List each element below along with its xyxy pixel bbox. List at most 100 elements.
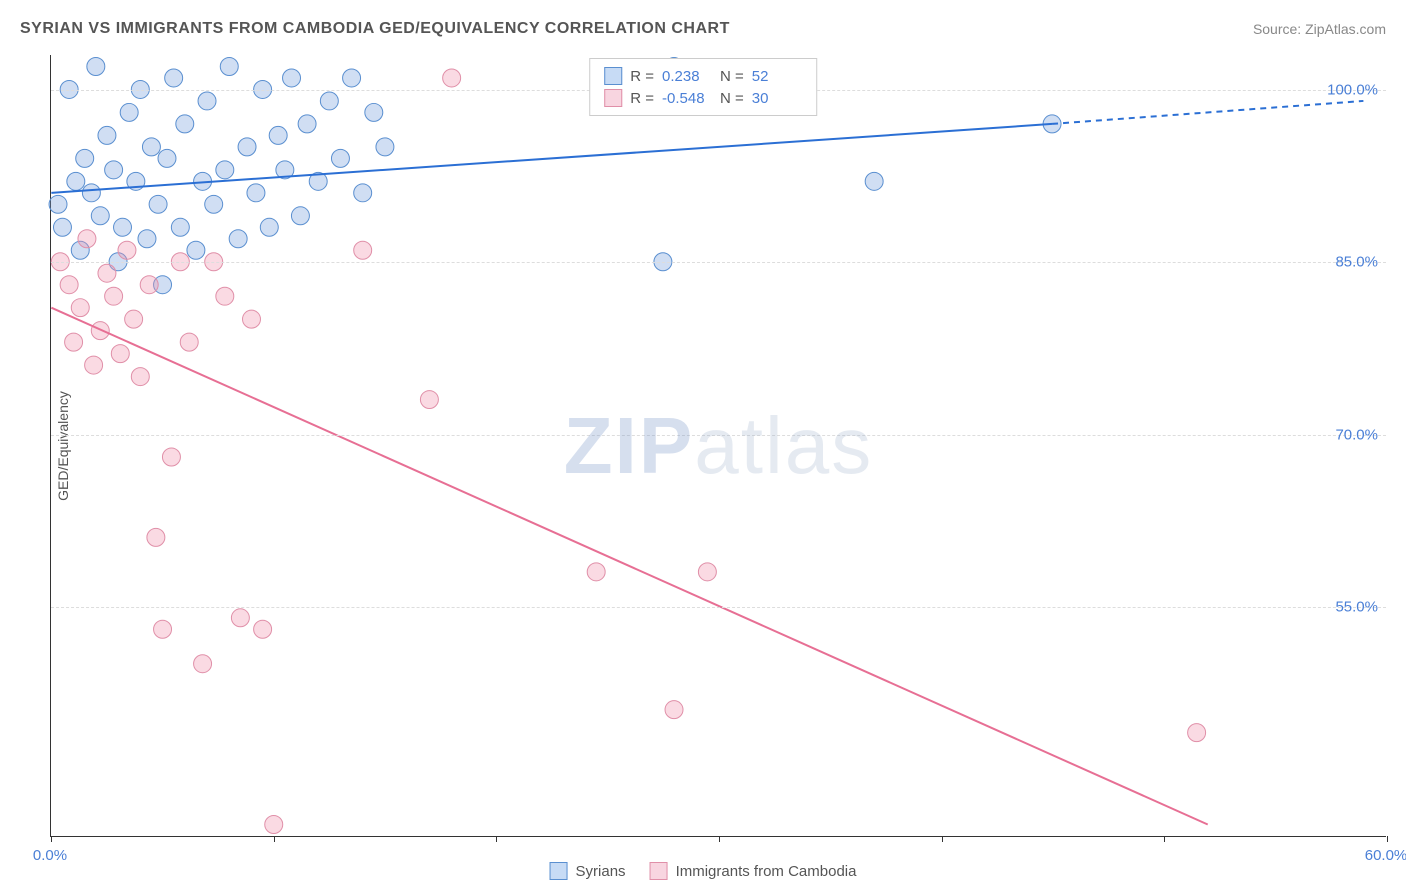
data-point: [343, 69, 361, 87]
data-point: [158, 149, 176, 167]
data-point: [354, 184, 372, 202]
n-value: 30: [752, 90, 802, 107]
data-point: [298, 115, 316, 133]
data-point: [420, 391, 438, 409]
data-point: [587, 563, 605, 581]
data-point: [365, 103, 383, 121]
data-point: [125, 310, 143, 328]
n-value: 52: [752, 68, 802, 85]
y-tick-label: 70.0%: [1335, 426, 1378, 443]
r-label: R =: [630, 90, 654, 107]
legend-swatch: [550, 862, 568, 880]
data-point: [231, 609, 249, 627]
data-point: [331, 149, 349, 167]
data-point: [82, 184, 100, 202]
legend-item: Syrians: [550, 862, 626, 880]
chart-title: SYRIAN VS IMMIGRANTS FROM CAMBODIA GED/E…: [20, 20, 730, 38]
data-point: [247, 184, 265, 202]
data-point: [376, 138, 394, 156]
data-point: [154, 620, 172, 638]
chart-container: ZIPatlas 55.0%70.0%85.0%100.0%: [50, 55, 1386, 837]
data-point: [78, 230, 96, 248]
data-point: [165, 69, 183, 87]
data-point: [216, 287, 234, 305]
data-point: [198, 92, 216, 110]
y-tick-label: 85.0%: [1335, 254, 1378, 271]
legend-swatch: [604, 67, 622, 85]
data-point: [265, 816, 283, 834]
data-point: [118, 241, 136, 259]
r-value: 0.238: [662, 68, 712, 85]
stats-legend-row: R = 0.238 N = 52: [604, 65, 802, 87]
scatter-plot: [51, 55, 1386, 836]
data-point: [147, 528, 165, 546]
y-tick-label: 100.0%: [1327, 81, 1378, 98]
data-point: [120, 103, 138, 121]
data-point: [138, 230, 156, 248]
data-point: [320, 92, 338, 110]
trend-line-extrapolated: [1052, 101, 1363, 124]
data-point: [443, 69, 461, 87]
data-point: [98, 126, 116, 144]
data-point: [187, 241, 205, 259]
data-point: [260, 218, 278, 236]
x-tick-label: 0.0%: [33, 847, 67, 864]
plot-area: ZIPatlas 55.0%70.0%85.0%100.0%: [50, 55, 1386, 837]
data-point: [140, 276, 158, 294]
n-label: N =: [720, 90, 744, 107]
legend-item: Immigrants from Cambodia: [650, 862, 857, 880]
data-point: [105, 161, 123, 179]
r-label: R =: [630, 68, 654, 85]
legend-swatch: [650, 862, 668, 880]
data-point: [194, 655, 212, 673]
data-point: [71, 299, 89, 317]
data-point: [176, 115, 194, 133]
data-point: [665, 701, 683, 719]
data-point: [76, 149, 94, 167]
legend-label: Syrians: [576, 863, 626, 880]
data-point: [85, 356, 103, 374]
data-point: [49, 195, 67, 213]
data-point: [65, 333, 83, 351]
n-label: N =: [720, 68, 744, 85]
data-point: [238, 138, 256, 156]
data-point: [162, 448, 180, 466]
source-label: Source: ZipAtlas.com: [1253, 21, 1386, 37]
data-point: [149, 195, 167, 213]
stats-legend-row: R = -0.548 N = 30: [604, 87, 802, 109]
data-point: [1188, 724, 1206, 742]
data-point: [105, 287, 123, 305]
data-point: [243, 310, 261, 328]
data-point: [865, 172, 883, 190]
stats-legend: R = 0.238 N = 52 R = -0.548 N = 30: [589, 58, 817, 116]
data-point: [171, 218, 189, 236]
data-point: [283, 69, 301, 87]
data-point: [98, 264, 116, 282]
legend-swatch: [604, 89, 622, 107]
data-point: [87, 57, 105, 75]
data-point: [269, 126, 287, 144]
data-point: [142, 138, 160, 156]
series-legend: Syrians Immigrants from Cambodia: [550, 862, 857, 880]
data-point: [53, 218, 71, 236]
data-point: [229, 230, 247, 248]
data-point: [91, 322, 109, 340]
data-point: [91, 207, 109, 225]
data-point: [698, 563, 716, 581]
trend-line: [51, 308, 1207, 825]
r-value: -0.548: [662, 90, 712, 107]
data-point: [111, 345, 129, 363]
data-point: [354, 241, 372, 259]
data-point: [254, 620, 272, 638]
data-point: [114, 218, 132, 236]
data-point: [216, 161, 234, 179]
data-point: [180, 333, 198, 351]
data-point: [291, 207, 309, 225]
x-tick-label: 60.0%: [1365, 847, 1406, 864]
data-point: [220, 57, 238, 75]
legend-label: Immigrants from Cambodia: [676, 863, 857, 880]
y-tick-label: 55.0%: [1335, 599, 1378, 616]
data-point: [205, 195, 223, 213]
data-point: [131, 368, 149, 386]
data-point: [60, 276, 78, 294]
